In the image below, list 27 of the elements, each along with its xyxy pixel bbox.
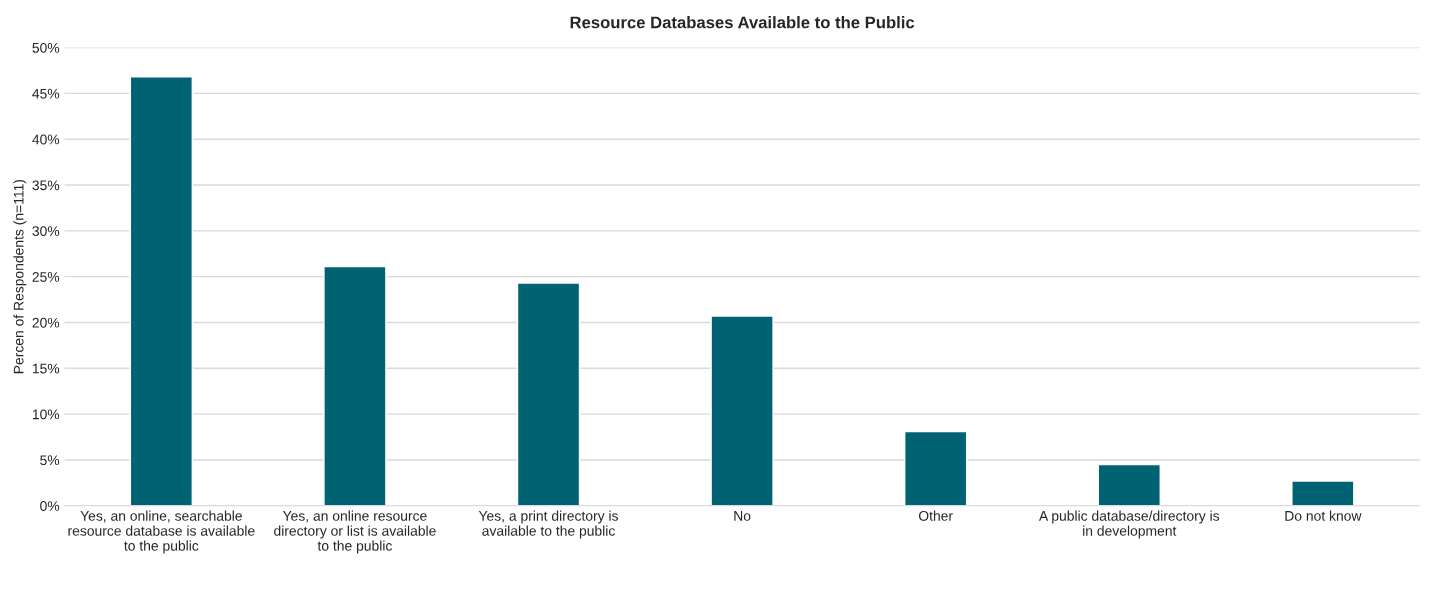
- bar: [129, 76, 193, 506]
- y-tick-label: 45%: [32, 88, 60, 99]
- x-tick-label: Other: [918, 510, 953, 521]
- x-tick-label: Do not know: [1285, 510, 1362, 521]
- y-tick-label: 15%: [32, 363, 60, 374]
- y-tick-label: 20%: [32, 317, 60, 328]
- bar: [1291, 480, 1355, 506]
- bar: [710, 315, 774, 506]
- y-axis-title: Percen of Respondents (n=111): [13, 179, 27, 374]
- bar: [1097, 463, 1161, 506]
- y-tick-label: 0%: [40, 501, 60, 511]
- y-tick-label: 10%: [32, 409, 60, 420]
- y-tick-label: 40%: [32, 134, 60, 145]
- x-tick-label: No: [734, 511, 751, 521]
- x-tick-label: Yes, a print directory is available to the public: [478, 510, 618, 539]
- x-tick-label: Yes, an online resource directory or list is available to the public: [274, 510, 436, 554]
- bar: [323, 265, 387, 506]
- y-tick-label: 30%: [32, 226, 60, 237]
- y-tick-label: 35%: [32, 180, 60, 191]
- chart-title: Resource Databases Available to the Public: [570, 16, 915, 29]
- y-tick-label: 25%: [32, 272, 60, 282]
- y-tick-label: 5%: [40, 455, 60, 466]
- x-tick-label: Yes, an online, searchable resource database is available to the public: [68, 510, 255, 554]
- y-tick-label: 50%: [32, 42, 60, 53]
- x-tick-label: A public database/directory is in development: [1038, 510, 1220, 539]
- bar: [904, 430, 968, 506]
- bar: [516, 282, 581, 506]
